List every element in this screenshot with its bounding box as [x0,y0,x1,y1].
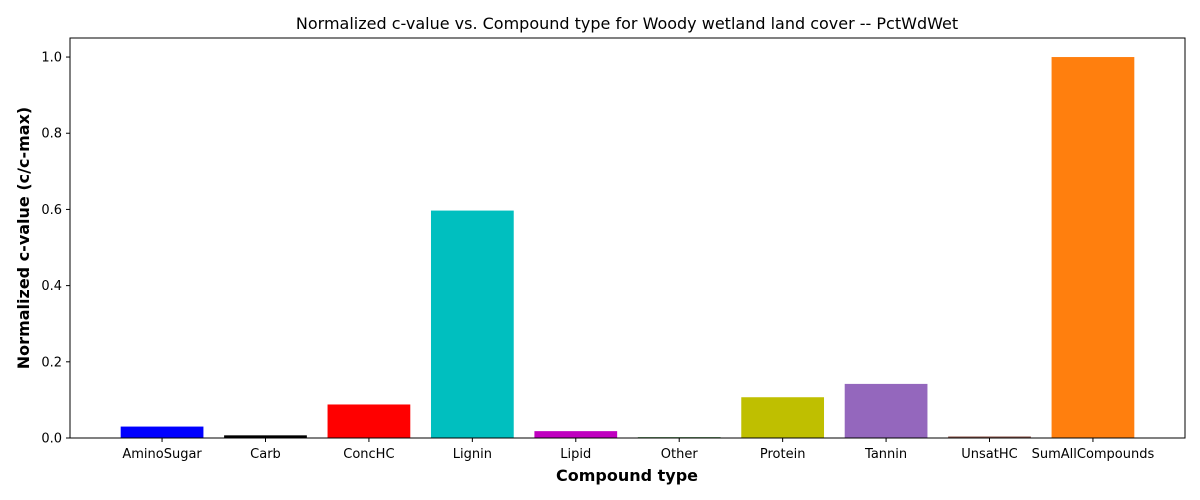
y-axis-ticks: 0.0 0.2 0.4 0.6 0.8 1.0 [41,51,70,447]
x-tick-label: Other [661,447,699,462]
bars [120,57,1135,439]
y-tick-label: 0.4 [41,279,62,294]
chart-title: Normalized c-value vs. Compound type for… [296,14,958,33]
x-tick-label: Protein [760,447,806,462]
x-tick-label: UnsatHC [961,447,1017,462]
x-tick-label: Carb [250,447,281,462]
y-tick-label: 0.2 [41,355,62,370]
bar-conchc [327,404,411,438]
x-axis-label: Compound type [556,466,698,485]
y-tick-label: 0.0 [41,432,62,447]
bar-lignin [430,210,514,438]
x-tick-label: SumAllCompounds [1032,447,1155,462]
bar-aminosugar [120,426,204,438]
x-tick-label: ConcHC [343,447,394,462]
bar-sumallcompounds [1051,57,1135,439]
plot-area: 0.0 0.2 0.4 0.6 0.8 1.0 AminoSugar Carb ConcHC L… [41,37,1186,462]
y-tick-label: 1.0 [41,51,62,66]
bar-carb [224,435,307,438]
x-tick-label: Lignin [453,447,492,462]
x-tick-label: AminoSugar [122,447,202,462]
y-axis-label: Normalized c-value (c/c-max) [14,107,33,369]
x-axis-ticks: AminoSugar Carb ConcHC Lignin Lipid Other Prot… [122,438,1155,462]
x-tick-label: Tannin [864,447,907,462]
y-tick-label: 0.6 [41,203,62,218]
x-tick-label: Lipid [560,447,591,462]
bar-lipid [534,431,618,438]
bar-unsathc [948,436,1031,438]
y-tick-label: 0.8 [41,127,62,142]
bar-tannin [844,383,928,438]
plot-frame [69,37,1186,439]
bar-protein [741,397,825,438]
